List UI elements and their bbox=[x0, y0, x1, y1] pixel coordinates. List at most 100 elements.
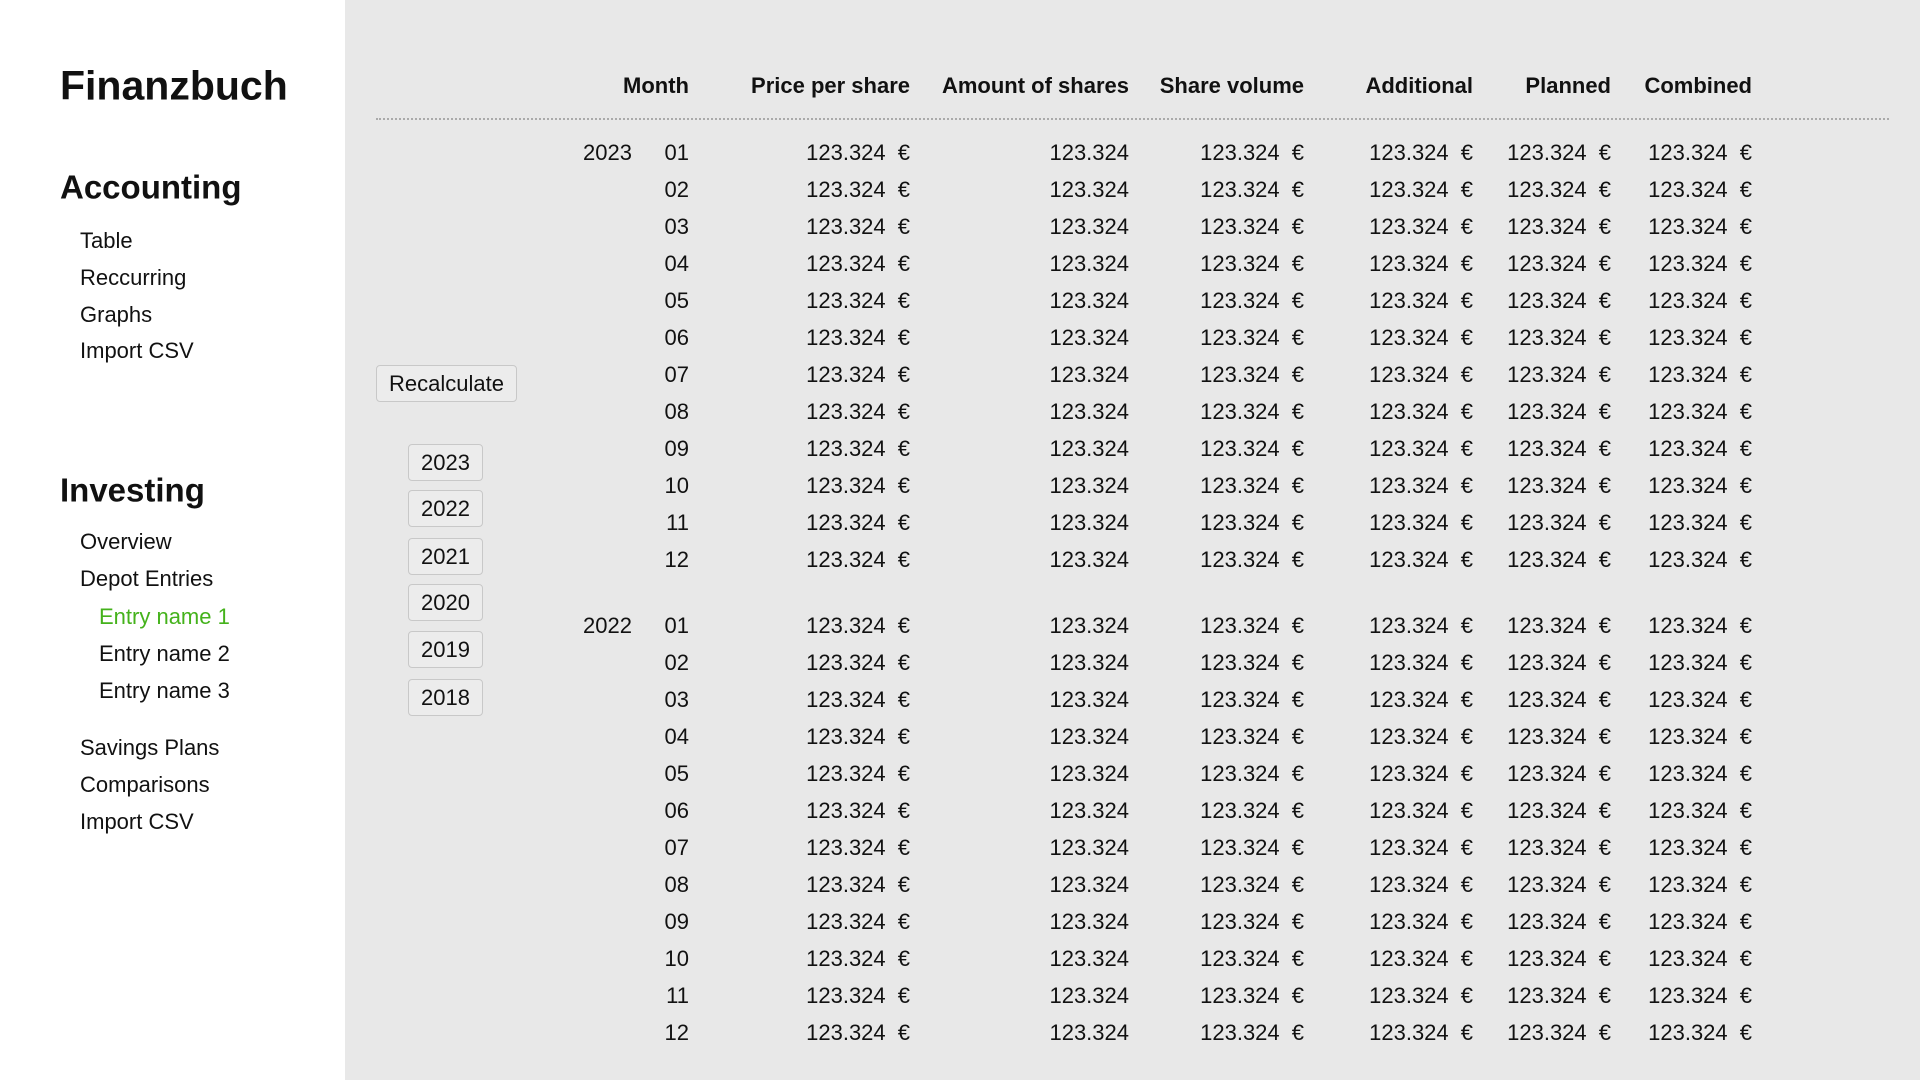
table-cell: 123.324 bbox=[1049, 473, 1129, 498]
nav-link[interactable]: Entry name 1 bbox=[99, 604, 230, 629]
nav-link[interactable]: Import CSV bbox=[80, 338, 194, 363]
table-cell: 123.324 € bbox=[1200, 288, 1304, 313]
table-cell: 123.324 € bbox=[1369, 473, 1473, 498]
month-cell: 10 bbox=[664, 946, 689, 971]
nav-link[interactable]: Comparisons bbox=[80, 772, 210, 797]
column-header: Additional bbox=[1365, 73, 1473, 98]
table-cell: 123.324 € bbox=[1369, 983, 1473, 1008]
table-cell: 123.324 bbox=[1049, 724, 1129, 749]
table-cell: 123.324 bbox=[1049, 510, 1129, 535]
table-cell: 123.324 € bbox=[806, 909, 910, 934]
table-cell: 123.324 bbox=[1049, 798, 1129, 823]
month-cell: 02 bbox=[664, 650, 689, 675]
table-cell: 123.324 € bbox=[1648, 547, 1752, 572]
table-cell: 123.324 € bbox=[1648, 288, 1752, 313]
table-cell: 123.324 € bbox=[1507, 251, 1611, 276]
table-cell: 123.324 € bbox=[806, 613, 910, 638]
year-button[interactable]: 2019 bbox=[408, 631, 483, 668]
nav-link[interactable]: Overview bbox=[80, 529, 172, 554]
table-cell: 123.324 € bbox=[1369, 140, 1473, 165]
table-cell: 123.324 € bbox=[1200, 473, 1304, 498]
table-cell: 123.324 € bbox=[1200, 687, 1304, 712]
table-cell: 123.324 € bbox=[806, 288, 910, 313]
table-cell: 123.324 bbox=[1049, 399, 1129, 424]
table-cell: 123.324 € bbox=[1648, 214, 1752, 239]
month-cell: 06 bbox=[664, 325, 689, 350]
nav-link[interactable]: Graphs bbox=[80, 302, 153, 327]
table-cell: 123.324 € bbox=[1507, 761, 1611, 786]
table-cell: 123.324 € bbox=[1507, 798, 1611, 823]
table-cell: 123.324 € bbox=[1507, 872, 1611, 897]
table-cell: 123.324 € bbox=[1648, 872, 1752, 897]
app-title: Finanzbuch bbox=[60, 62, 288, 109]
table-cell: 123.324 bbox=[1049, 687, 1129, 712]
table-cell: 123.324 € bbox=[1369, 1020, 1473, 1045]
year-label: 2022 bbox=[583, 613, 632, 638]
nav-link[interactable]: Import CSV bbox=[80, 809, 194, 834]
table-cell: 123.324 € bbox=[1507, 687, 1611, 712]
table-cell: 123.324 € bbox=[1648, 724, 1752, 749]
table-cell: 123.324 € bbox=[1200, 909, 1304, 934]
table-cell: 123.324 bbox=[1049, 835, 1129, 860]
table-cell: 123.324 € bbox=[1648, 687, 1752, 712]
table-cell: 123.324 € bbox=[806, 872, 910, 897]
table-cell: 123.324 € bbox=[1507, 724, 1611, 749]
month-cell: 03 bbox=[664, 687, 689, 712]
table-cell: 123.324 € bbox=[806, 325, 910, 350]
table-cell: 123.324 € bbox=[1648, 798, 1752, 823]
nav-link[interactable]: Entry name 3 bbox=[99, 678, 230, 703]
nav-link[interactable]: Entry name 2 bbox=[99, 641, 230, 666]
table-cell: 123.324 € bbox=[1648, 835, 1752, 860]
table-cell: 123.324 € bbox=[806, 140, 910, 165]
year-button[interactable]: 2020 bbox=[408, 584, 483, 621]
year-button[interactable]: 2021 bbox=[408, 538, 483, 575]
table-cell: 123.324 € bbox=[806, 724, 910, 749]
table-cell: 123.324 € bbox=[806, 399, 910, 424]
year-button[interactable]: 2023 bbox=[408, 444, 483, 481]
column-header: Combined bbox=[1644, 73, 1752, 98]
table-cell: 123.324 € bbox=[1200, 613, 1304, 638]
table-cell: 123.324 € bbox=[1507, 473, 1611, 498]
table-cell: 123.324 € bbox=[1200, 872, 1304, 897]
table-cell: 123.324 € bbox=[1369, 724, 1473, 749]
table-cell: 123.324 € bbox=[806, 798, 910, 823]
table-cell: 123.324 € bbox=[1507, 946, 1611, 971]
table-cell: 123.324 € bbox=[806, 946, 910, 971]
table-cell: 123.324 € bbox=[1200, 399, 1304, 424]
month-cell: 09 bbox=[664, 909, 689, 934]
table-cell: 123.324 € bbox=[1507, 909, 1611, 934]
table-cell: 123.324 € bbox=[1507, 177, 1611, 202]
table-cell: 123.324 € bbox=[1507, 140, 1611, 165]
sidebar: Finanzbuch bbox=[0, 0, 345, 1080]
table-cell: 123.324 € bbox=[806, 761, 910, 786]
nav-link[interactable]: Table bbox=[80, 228, 133, 253]
table-cell: 123.324 € bbox=[1507, 214, 1611, 239]
table-cell: 123.324 € bbox=[806, 650, 910, 675]
table-cell: 123.324 € bbox=[1648, 325, 1752, 350]
year-button[interactable]: 2018 bbox=[408, 679, 483, 716]
table-cell: 123.324 € bbox=[806, 1020, 910, 1045]
recalculate-button[interactable]: Recalculate bbox=[376, 365, 517, 402]
month-cell: 06 bbox=[664, 798, 689, 823]
month-cell: 03 bbox=[664, 214, 689, 239]
table-cell: 123.324 € bbox=[806, 436, 910, 461]
nav-link[interactable]: Savings Plans bbox=[80, 735, 220, 760]
table-cell: 123.324 € bbox=[1200, 983, 1304, 1008]
year-button[interactable]: 2022 bbox=[408, 490, 483, 527]
table-cell: 123.324 bbox=[1049, 288, 1129, 313]
table-cell: 123.324 bbox=[1049, 983, 1129, 1008]
table-cell: 123.324 € bbox=[1200, 835, 1304, 860]
table-cell: 123.324 € bbox=[806, 687, 910, 712]
month-cell: 01 bbox=[664, 613, 689, 638]
table-cell: 123.324 € bbox=[1648, 473, 1752, 498]
table-cell: 123.324 € bbox=[806, 251, 910, 276]
table-cell: 123.324 € bbox=[806, 983, 910, 1008]
table-cell: 123.324 € bbox=[806, 362, 910, 387]
month-cell: 08 bbox=[664, 399, 689, 424]
column-header: Month bbox=[623, 73, 689, 98]
nav-link[interactable]: Depot Entries bbox=[80, 566, 214, 591]
table-cell: 123.324 € bbox=[1369, 288, 1473, 313]
nav-link[interactable]: Reccurring bbox=[80, 265, 187, 290]
section-heading: Investing bbox=[60, 471, 205, 509]
